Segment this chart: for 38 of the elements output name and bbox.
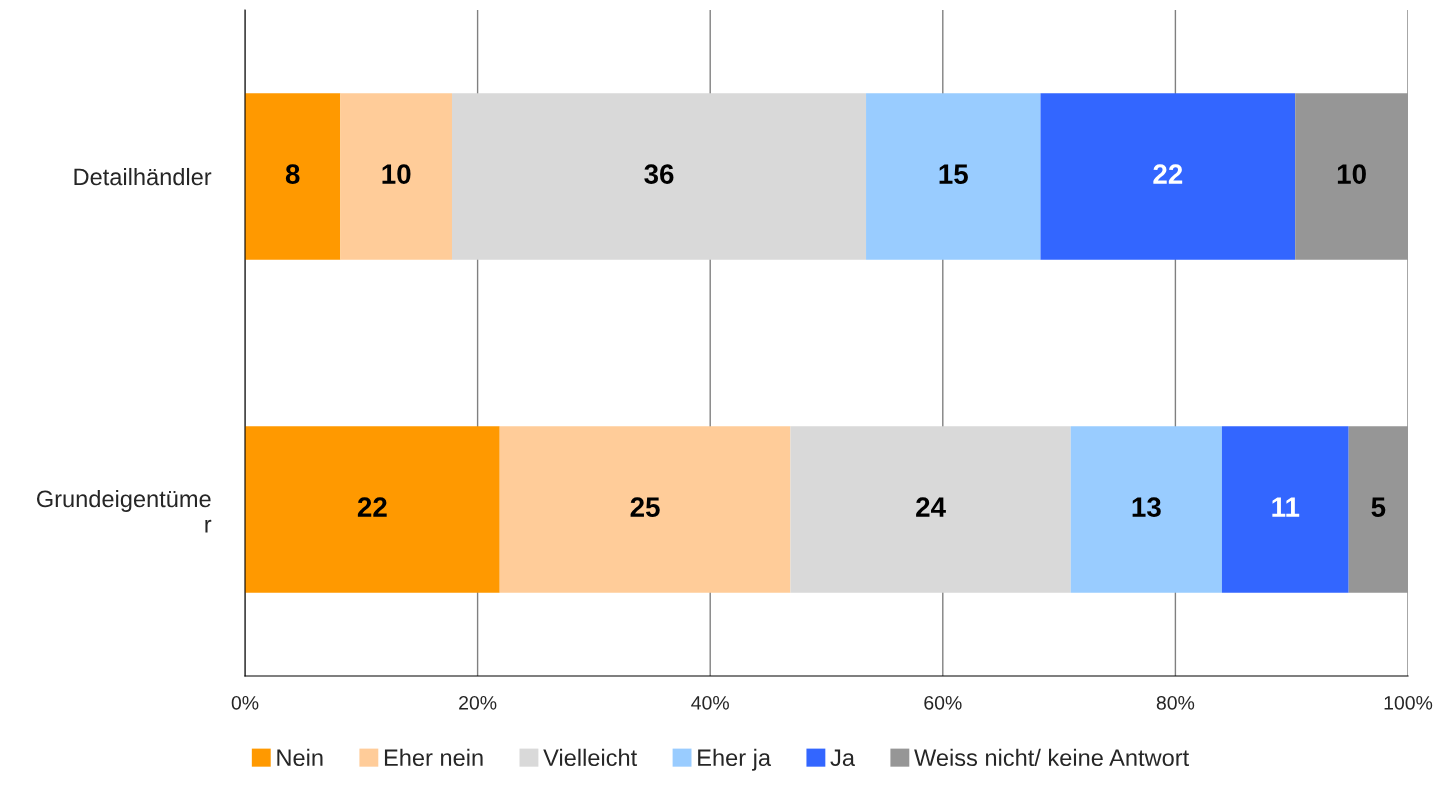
data-label: 22 (357, 497, 387, 517)
data-label: 10 (1337, 164, 1366, 184)
bar (866, 93, 1041, 260)
bar (1348, 426, 1408, 593)
bar (245, 426, 500, 593)
y-tick-label: Detailhändler (74, 167, 212, 186)
y-tick-label: Grundeigentüme r (36, 489, 212, 533)
data-label: 11 (1272, 497, 1300, 517)
bar (245, 93, 341, 260)
data-label: 24 (916, 497, 946, 517)
bar (790, 426, 1071, 593)
bar (1040, 93, 1296, 260)
legend-label: Vielleicht (543, 748, 638, 767)
bar (1295, 93, 1408, 260)
bar (499, 426, 791, 593)
data-label: 25 (630, 497, 660, 517)
data-label: 15 (939, 164, 968, 184)
x-tick-label: 60% (924, 695, 962, 710)
x-tick-label: 40% (691, 695, 729, 710)
legend-label: Nein (277, 748, 323, 767)
x-tick-label: 80% (1156, 695, 1195, 710)
legend-label: Ja (830, 749, 855, 767)
bar (1070, 426, 1222, 593)
bar (452, 93, 867, 260)
data-label: 36 (644, 164, 674, 184)
x-tick-label: 100% (1384, 695, 1433, 710)
data-label: 5 (1371, 497, 1386, 517)
bar (340, 93, 453, 260)
legend-label: Eher nein (384, 748, 483, 767)
x-tick-label: 20% (459, 695, 497, 710)
data-label: 8 (285, 164, 300, 184)
x-tick-label: 0% (231, 695, 259, 710)
data-label: 13 (1132, 497, 1161, 517)
legend-label: Weiss nicht/ keine Antwort (914, 748, 1190, 767)
data-label: 22 (1153, 164, 1183, 184)
bar (1221, 426, 1349, 593)
data-label: 10 (382, 164, 411, 184)
legend-label: Eher ja (698, 748, 772, 771)
